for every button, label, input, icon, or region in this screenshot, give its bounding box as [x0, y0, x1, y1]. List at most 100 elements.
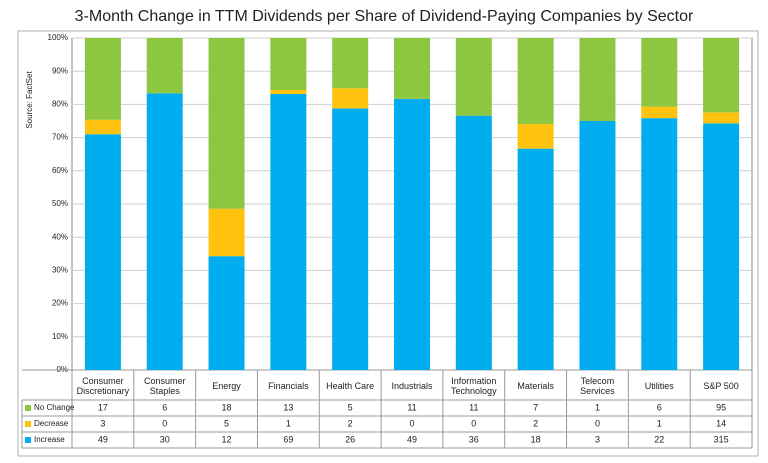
table-value: 17 — [98, 402, 108, 412]
x-tick-label: Telecom Services — [580, 375, 615, 396]
x-tick-label: Industrials — [391, 380, 433, 391]
bar-segment — [270, 38, 307, 90]
table-value: 2 — [533, 418, 538, 428]
bar-segment — [208, 38, 245, 209]
table-value: 69 — [283, 434, 293, 444]
legend-swatch — [25, 421, 31, 427]
source-label: Source: FactSet — [25, 71, 34, 129]
legend-label: No Change — [34, 403, 75, 412]
y-tick-label: 70% — [52, 133, 68, 142]
y-tick-label: 60% — [52, 166, 68, 175]
x-tick-label: S&P 500 — [703, 380, 739, 391]
table-value: 1 — [286, 418, 291, 428]
x-tick-label-box: Information Technology — [451, 375, 497, 396]
x-tick-label: Health Care — [326, 380, 375, 391]
table-value: 6 — [657, 402, 662, 412]
table-value: 0 — [595, 418, 600, 428]
bar-segment — [208, 256, 245, 370]
bar-segment — [84, 134, 121, 370]
x-tick-label: Materials — [517, 380, 554, 391]
table-value: 30 — [160, 434, 170, 444]
bar-segment — [641, 118, 678, 370]
bar-segment — [641, 106, 678, 119]
x-tick-label-box: S&P 500 — [703, 380, 739, 391]
x-tick-label: Financials — [268, 380, 309, 391]
x-tick-label-box: Health Care — [326, 380, 375, 391]
table-value: 1 — [657, 418, 662, 428]
y-tick-label: 20% — [52, 299, 68, 308]
x-tick-label-box: Energy — [212, 380, 241, 391]
table-value: 7 — [533, 402, 538, 412]
x-tick-label: Energy — [212, 380, 241, 391]
bar-segment — [455, 38, 492, 116]
x-tick-label-box: Telecom Services — [580, 375, 615, 396]
bar-segment — [208, 208, 245, 257]
bar-segment — [703, 123, 740, 370]
table-value: 5 — [348, 402, 353, 412]
bar-segment — [394, 98, 430, 370]
table-value: 18 — [531, 434, 541, 444]
bar-segment — [332, 38, 369, 89]
table-value: 0 — [162, 418, 167, 428]
y-tick-label: 100% — [48, 33, 68, 42]
table-value: 3 — [595, 434, 600, 444]
bar-segment — [517, 124, 554, 149]
chart-frame — [17, 30, 759, 457]
bar-segment — [146, 93, 183, 370]
table-value: 26 — [345, 434, 355, 444]
x-tick-label: Utilities — [644, 380, 674, 391]
legend-label: Increase — [34, 435, 65, 444]
y-tick-label: 50% — [52, 199, 68, 208]
bar-segment — [84, 38, 121, 120]
table-value: 18 — [222, 402, 232, 412]
table-value: 13 — [283, 402, 293, 412]
y-tick-label: 10% — [52, 332, 68, 341]
table-value: 12 — [222, 434, 232, 444]
x-tick-label-box: Materials — [517, 380, 554, 391]
bar-segment — [579, 121, 616, 370]
table-value: 11 — [407, 402, 416, 412]
y-tick-label: 90% — [52, 66, 68, 75]
table-value: 0 — [409, 418, 414, 428]
bar-segment — [270, 90, 307, 94]
bar-segment — [455, 115, 492, 371]
legend-swatch — [25, 437, 31, 443]
table-value: 3 — [100, 418, 105, 428]
x-tick-label-box: Consumer Staples — [143, 375, 186, 396]
table-value: 49 — [407, 434, 417, 444]
x-tick-label-box: Utilities — [644, 380, 674, 391]
x-tick-label-box: Industrials — [391, 380, 433, 391]
table-value: 2 — [348, 418, 353, 428]
x-tick-label: Information Technology — [451, 375, 497, 396]
bar-segment — [332, 88, 369, 109]
table-value: 6 — [162, 402, 167, 412]
table-value: 36 — [469, 434, 479, 444]
bar-segment — [703, 112, 740, 124]
bar-segment — [517, 148, 554, 370]
bar-segment — [332, 108, 369, 370]
y-tick-label: 40% — [52, 232, 68, 241]
bar-segment — [270, 94, 307, 370]
bar-segment — [703, 38, 740, 113]
legend-swatch — [25, 405, 31, 411]
table-value: 22 — [654, 434, 664, 444]
x-tick-label-box: Financials — [268, 380, 309, 391]
table-value: 1 — [595, 402, 600, 412]
table-value: 95 — [716, 402, 726, 412]
table-value: 11 — [469, 402, 478, 412]
table-value: 0 — [471, 418, 476, 428]
table-value: 14 — [716, 418, 726, 428]
x-tick-label: Consumer Staples — [143, 375, 186, 396]
bar-segment — [394, 38, 430, 99]
y-tick-label: 30% — [52, 266, 68, 275]
bar-segment — [579, 38, 616, 121]
chart-title: 3-Month Change in TTM Dividends per Shar… — [75, 8, 694, 25]
table-value: 315 — [714, 434, 729, 444]
table-value: 5 — [224, 418, 229, 428]
x-tick-label-box: Consumer Discretionary — [76, 375, 130, 396]
y-tick-label: 80% — [52, 100, 68, 109]
legend-label: Decrease — [34, 419, 69, 428]
x-tick-label: Consumer Discretionary — [76, 375, 130, 396]
table-value: 49 — [98, 434, 108, 444]
